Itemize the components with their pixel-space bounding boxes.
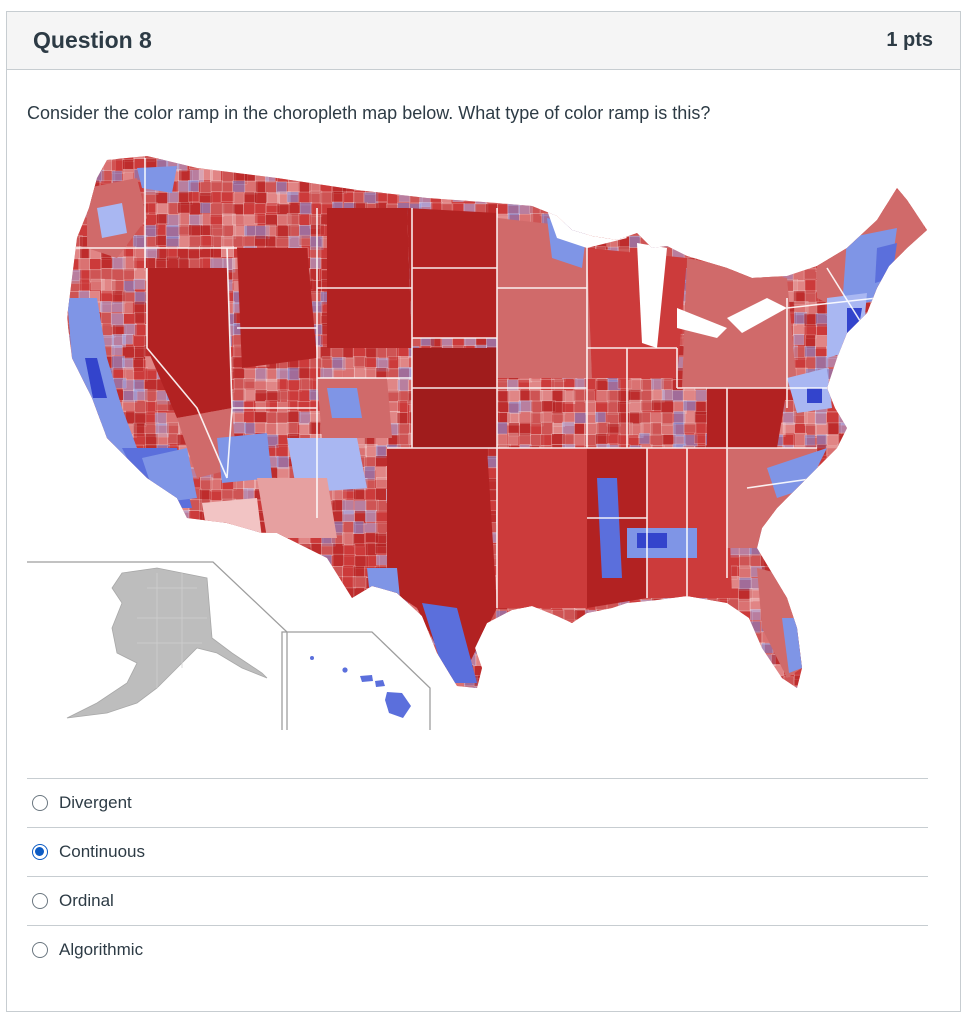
answer-option-ordinal[interactable]: Ordinal [27, 876, 928, 925]
answer-option-divergent[interactable]: Divergent [27, 778, 928, 827]
answer-label: Ordinal [59, 891, 114, 910]
question-title: Question 8 [33, 27, 152, 53]
question-header: Question 8 1 pts [7, 12, 960, 70]
question-text: Consider the color ramp in the choroplet… [27, 103, 711, 123]
alaska-inset [27, 561, 288, 730]
hawaii-inset [281, 631, 431, 730]
answer-option-algorithmic[interactable]: Algorithmic [27, 925, 928, 974]
question-points: 1 pts [886, 29, 933, 51]
radio-button-divergent[interactable] [32, 795, 48, 811]
answer-list: Divergent Continuous Ordinal Algorithmic [27, 778, 928, 974]
answer-label: Algorithmic [59, 940, 144, 959]
answer-option-continuous[interactable]: Continuous [27, 827, 928, 876]
radio-button-algorithmic[interactable] [32, 942, 48, 958]
radio-button-continuous[interactable] [32, 844, 48, 860]
answer-label: Continuous [59, 842, 146, 861]
radio-button-ordinal[interactable] [32, 893, 48, 909]
choropleth-map-image [27, 148, 932, 730]
answer-label: Divergent [59, 793, 132, 812]
